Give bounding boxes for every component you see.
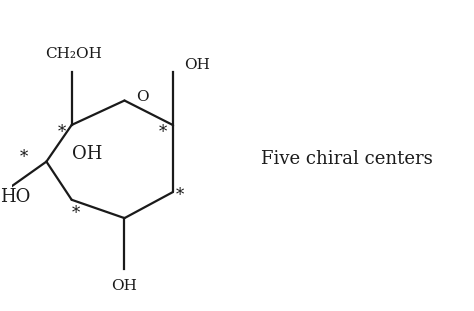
Text: OH: OH [111, 279, 137, 293]
Text: *: * [57, 124, 66, 141]
Text: OH: OH [72, 145, 102, 163]
Text: CH₂OH: CH₂OH [46, 47, 102, 61]
Text: HO: HO [0, 188, 31, 206]
Text: *: * [175, 187, 184, 204]
Text: Five chiral centers: Five chiral centers [261, 150, 433, 168]
Text: O: O [136, 91, 148, 104]
Text: *: * [72, 205, 81, 222]
Text: *: * [158, 124, 167, 141]
Text: OH: OH [184, 58, 210, 72]
Text: *: * [19, 149, 27, 165]
